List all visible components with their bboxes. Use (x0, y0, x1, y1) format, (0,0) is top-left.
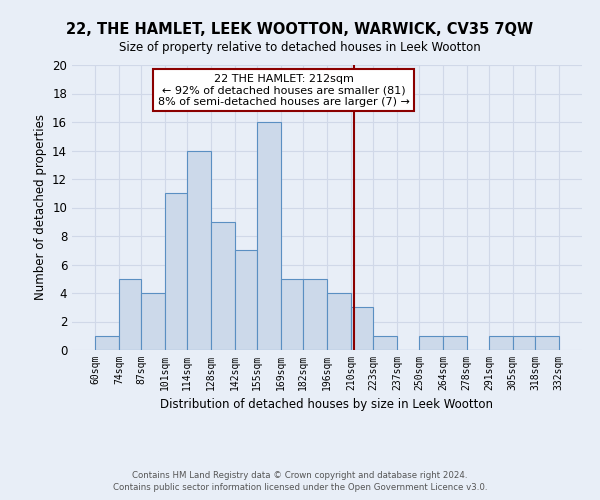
Bar (165, 193, 187, 350)
Bar (327, 293, 351, 350)
Bar (351, 307, 373, 350)
Text: Contains HM Land Registry data © Crown copyright and database right 2024.
Contai: Contains HM Land Registry data © Crown c… (113, 471, 487, 492)
Bar (211, 222, 235, 350)
Bar (373, 336, 397, 350)
Text: Size of property relative to detached houses in Leek Wootton: Size of property relative to detached ho… (119, 41, 481, 54)
Bar (303, 279, 327, 350)
Bar (235, 250, 257, 350)
Bar (95, 336, 119, 350)
Bar (281, 279, 303, 350)
Bar (141, 293, 165, 350)
Bar (419, 336, 443, 350)
Bar (443, 336, 467, 350)
Y-axis label: Number of detached properties: Number of detached properties (34, 114, 47, 300)
Bar (489, 336, 513, 350)
Bar (535, 336, 559, 350)
Bar (187, 150, 211, 350)
Text: 22 THE HAMLET: 212sqm
← 92% of detached houses are smaller (81)
8% of semi-detac: 22 THE HAMLET: 212sqm ← 92% of detached … (158, 74, 410, 107)
Bar (257, 122, 281, 350)
X-axis label: Distribution of detached houses by size in Leek Wootton: Distribution of detached houses by size … (161, 398, 493, 411)
Bar (513, 336, 535, 350)
Text: 22, THE HAMLET, LEEK WOOTTON, WARWICK, CV35 7QW: 22, THE HAMLET, LEEK WOOTTON, WARWICK, C… (67, 22, 533, 38)
Bar (119, 279, 141, 350)
